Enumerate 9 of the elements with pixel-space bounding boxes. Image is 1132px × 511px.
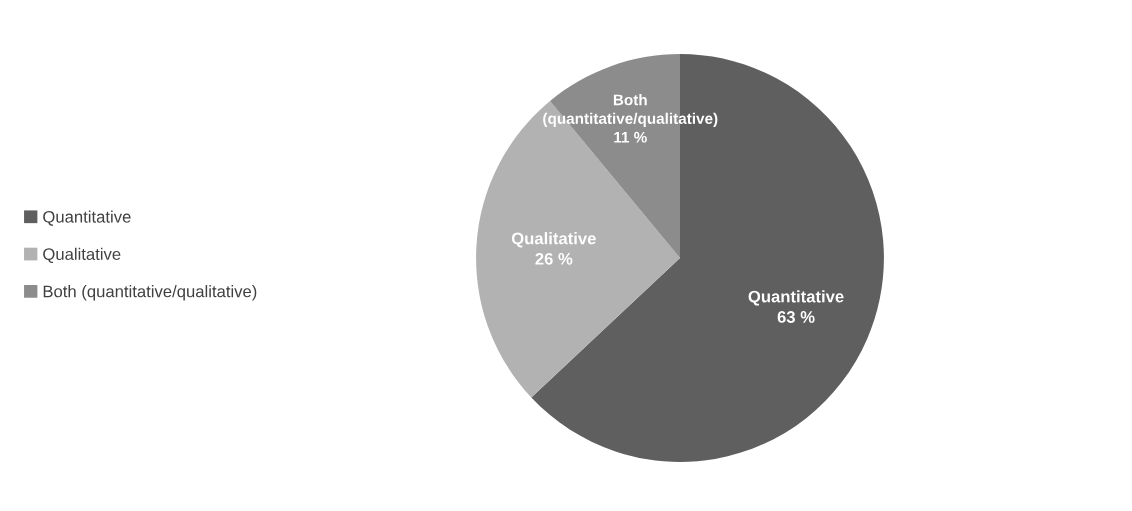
slice-label: Both (quantitative/qualitative) [543, 94, 718, 127]
data-label: 26 % [535, 252, 573, 265]
legend-label: Both (quantitative/qualitative) [43, 285, 257, 301]
legend-label: Quantitative [43, 210, 131, 226]
legend-label: Qualitative [43, 247, 121, 263]
slice-label: Quantitative [748, 290, 844, 306]
data-label: 11 % [614, 131, 647, 143]
data-label: 63 % [777, 311, 815, 323]
slice-label: Qualitative [511, 232, 596, 248]
